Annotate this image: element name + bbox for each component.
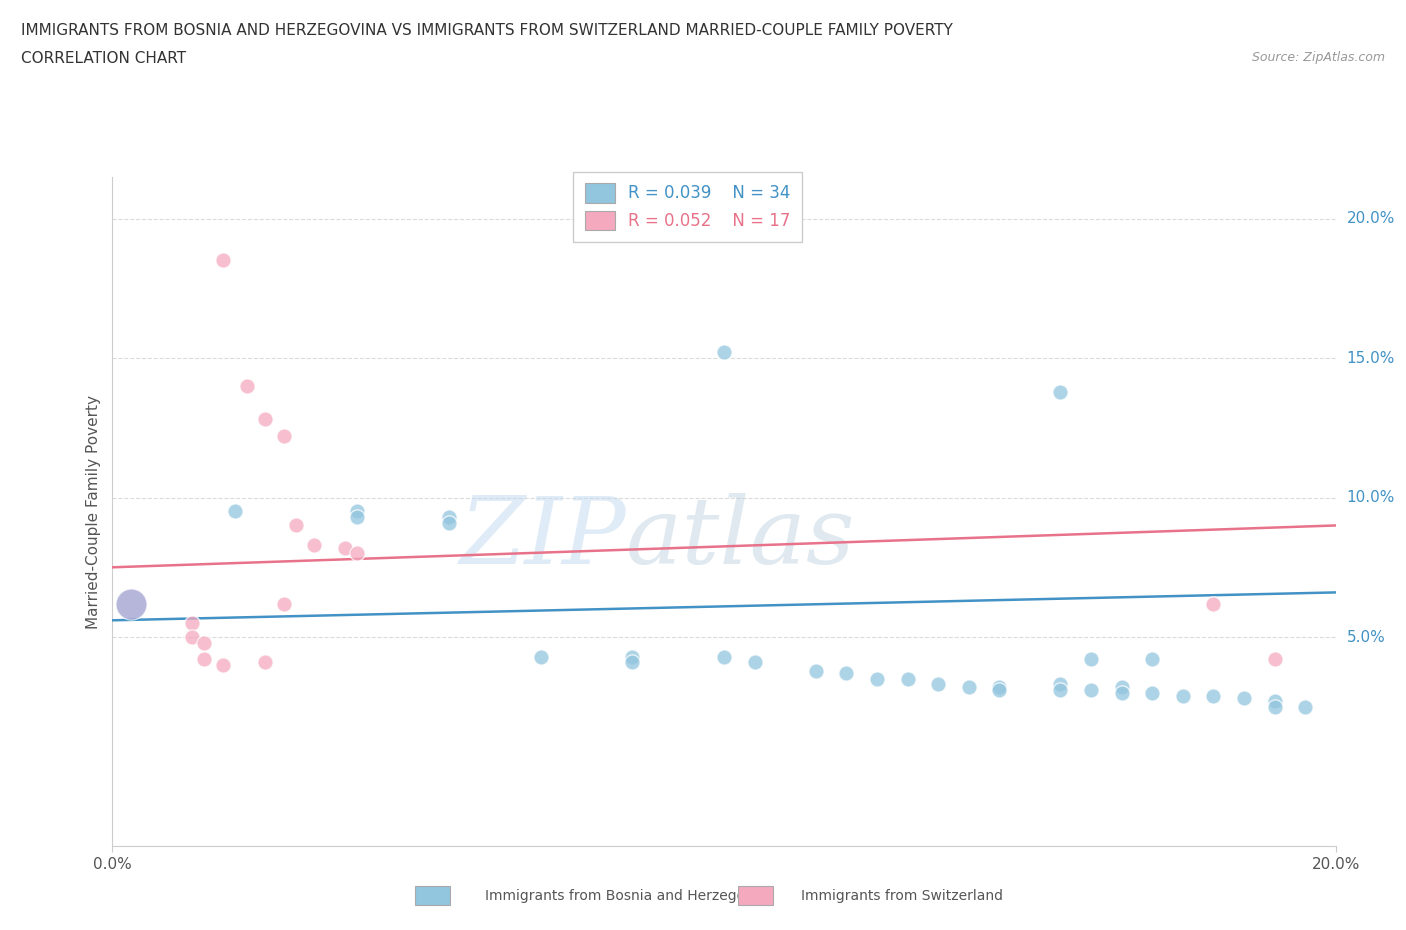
Text: Source: ZipAtlas.com: Source: ZipAtlas.com: [1251, 51, 1385, 64]
Point: [273, 596, 295, 611]
Text: 5.0%: 5.0%: [1347, 630, 1385, 644]
Point: [1049, 683, 1071, 698]
Point: [304, 538, 326, 552]
Point: [254, 655, 277, 670]
Point: [621, 655, 644, 670]
Point: [181, 630, 204, 644]
Point: [927, 677, 949, 692]
Point: [835, 666, 858, 681]
Point: [1080, 683, 1102, 698]
Point: [1264, 694, 1286, 709]
Point: [1142, 652, 1164, 667]
Point: [284, 518, 308, 533]
Point: [804, 663, 827, 678]
Text: ZIP: ZIP: [460, 493, 626, 583]
Y-axis label: Married-Couple Family Poverty: Married-Couple Family Poverty: [86, 394, 101, 629]
Text: Immigrants from Bosnia and Herzegovina: Immigrants from Bosnia and Herzegovina: [485, 888, 775, 903]
Point: [120, 596, 142, 611]
Point: [1142, 685, 1164, 700]
Point: [224, 504, 246, 519]
Point: [866, 671, 889, 686]
Point: [333, 540, 356, 555]
Text: CORRELATION CHART: CORRELATION CHART: [21, 51, 186, 66]
Text: atlas: atlas: [626, 493, 856, 583]
Point: [1294, 699, 1316, 714]
Point: [1171, 688, 1194, 703]
Point: [346, 546, 368, 561]
Point: [211, 253, 233, 268]
Point: [1080, 652, 1102, 667]
Point: [1202, 596, 1225, 611]
Point: [437, 510, 460, 525]
Point: [273, 429, 295, 444]
Point: [1202, 688, 1225, 703]
Point: [1233, 691, 1256, 706]
Text: 20.0%: 20.0%: [1347, 211, 1395, 226]
Point: [346, 504, 368, 519]
Point: [713, 649, 735, 664]
Text: IMMIGRANTS FROM BOSNIA AND HERZEGOVINA VS IMMIGRANTS FROM SWITZERLAND MARRIED-CO: IMMIGRANTS FROM BOSNIA AND HERZEGOVINA V…: [21, 23, 953, 38]
Point: [1049, 677, 1071, 692]
Point: [181, 616, 204, 631]
Text: Immigrants from Switzerland: Immigrants from Switzerland: [801, 888, 1004, 903]
Text: 15.0%: 15.0%: [1347, 351, 1395, 365]
Legend: R = 0.039    N = 34, R = 0.052    N = 17: R = 0.039 N = 34, R = 0.052 N = 17: [572, 172, 801, 242]
Point: [1264, 652, 1286, 667]
Point: [621, 649, 644, 664]
Point: [254, 412, 277, 427]
Point: [897, 671, 920, 686]
Point: [713, 345, 735, 360]
Point: [193, 652, 215, 667]
Point: [988, 680, 1011, 695]
Point: [236, 379, 259, 393]
Point: [1111, 680, 1133, 695]
Point: [1264, 699, 1286, 714]
Point: [437, 515, 460, 530]
Point: [1049, 384, 1071, 399]
Point: [988, 683, 1011, 698]
Point: [744, 655, 766, 670]
Point: [530, 649, 553, 664]
Point: [211, 658, 233, 672]
Point: [346, 510, 368, 525]
Point: [1111, 685, 1133, 700]
Point: [193, 635, 215, 650]
Text: 10.0%: 10.0%: [1347, 490, 1395, 505]
Point: [957, 680, 980, 695]
